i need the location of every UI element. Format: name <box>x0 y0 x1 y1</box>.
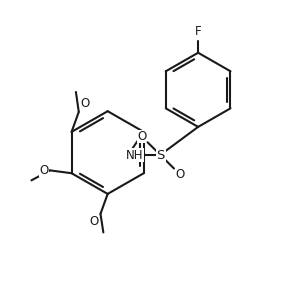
Text: F: F <box>195 25 202 39</box>
Text: O: O <box>39 164 49 177</box>
Text: O: O <box>175 168 185 181</box>
Text: O: O <box>80 97 89 111</box>
Text: O: O <box>137 130 146 143</box>
Text: NH: NH <box>126 149 144 162</box>
Text: O: O <box>90 215 99 228</box>
Text: S: S <box>157 149 165 162</box>
